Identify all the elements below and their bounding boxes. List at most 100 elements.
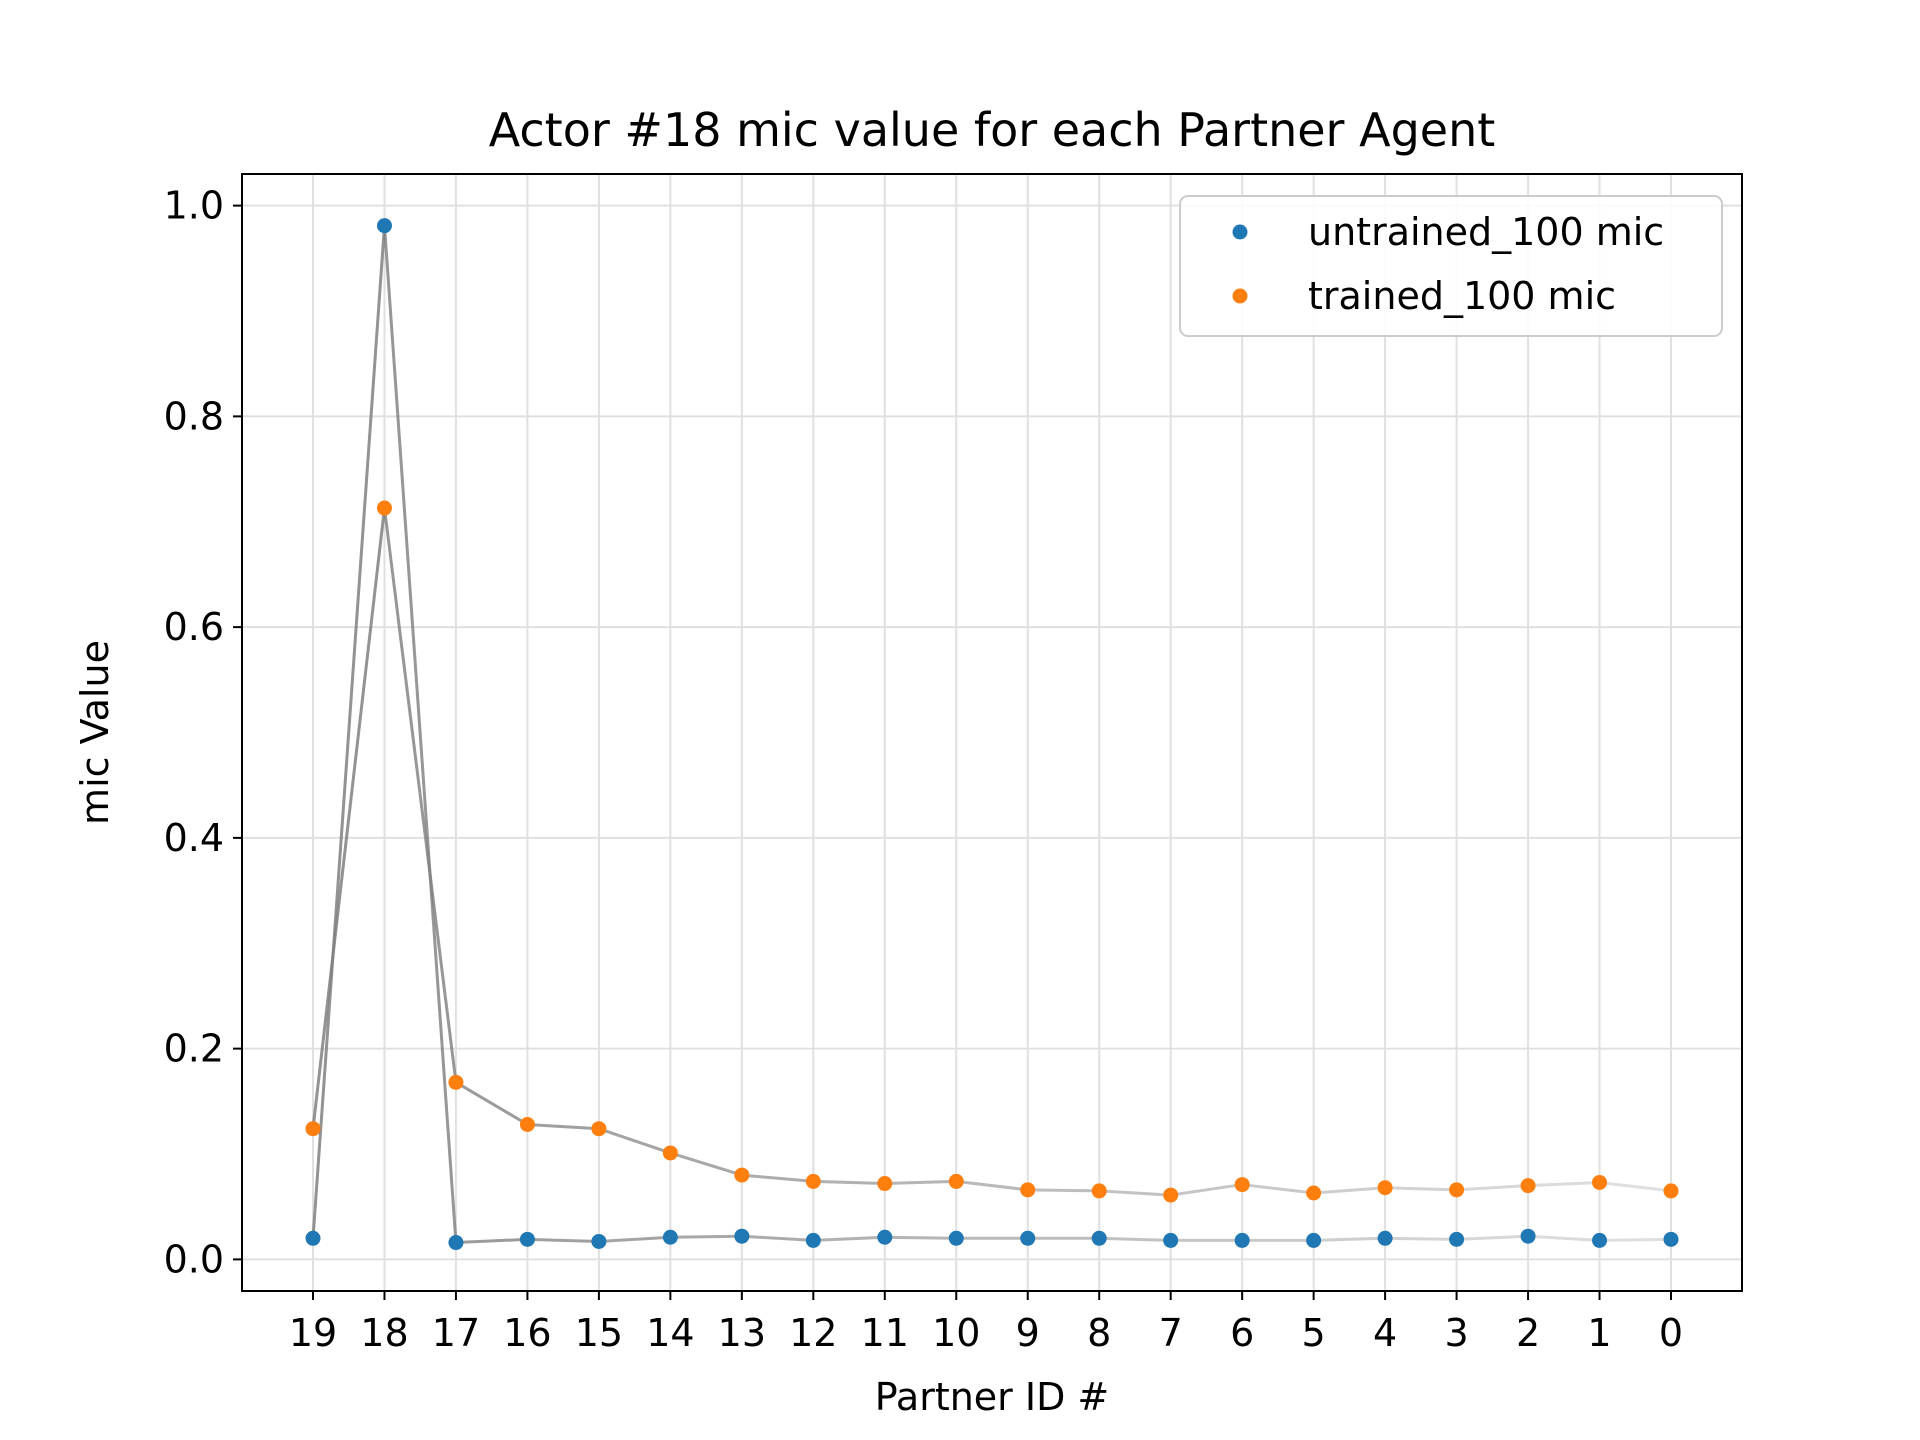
x-axis-label: Partner ID # [875, 1375, 1110, 1419]
data-point [877, 1176, 893, 1192]
connector-segment [813, 1179, 885, 1186]
data-point [1020, 1230, 1036, 1246]
data-point [591, 1233, 607, 1249]
data-point [1592, 1232, 1608, 1248]
connector-segment [1385, 1236, 1457, 1241]
connector-segment [311, 225, 386, 1239]
data-point [1377, 1180, 1393, 1196]
data-point [877, 1229, 893, 1245]
connector-segment [956, 1179, 1028, 1192]
connector-segment [1385, 1186, 1457, 1192]
legend-marker [1232, 224, 1248, 240]
connector-segment [1099, 1236, 1171, 1242]
data-point [805, 1173, 821, 1189]
connector-segment [382, 225, 458, 1243]
data-point [1306, 1232, 1322, 1248]
connector-segment [1599, 1237, 1672, 1242]
x-tick-label: 17 [432, 1311, 480, 1355]
connector-segment [884, 1235, 957, 1240]
x-tick-label: 2 [1516, 1311, 1540, 1355]
connector-lines [311, 225, 1672, 1245]
data-point [948, 1173, 964, 1189]
x-tick-label: 11 [861, 1311, 909, 1355]
plot-frame [241, 173, 1743, 1292]
connector-segment [1027, 1188, 1100, 1193]
data-point [1234, 1177, 1250, 1193]
connector-segment [598, 1127, 671, 1155]
legend-marker [1232, 288, 1248, 304]
x-tick-label: 13 [718, 1311, 766, 1355]
x-tick-label: 19 [289, 1311, 337, 1355]
data-point [1163, 1232, 1179, 1248]
y-tick-label: 0.6 [164, 605, 224, 649]
x-tick-label: 3 [1444, 1311, 1468, 1355]
x-tick-label: 5 [1302, 1311, 1326, 1355]
data-point [1306, 1185, 1322, 1201]
y-tick-label: 0.0 [164, 1237, 224, 1281]
data-point [305, 1121, 321, 1137]
connector-segment [1456, 1184, 1529, 1192]
x-tick-label: 7 [1159, 1311, 1183, 1355]
data-point [1020, 1182, 1036, 1198]
connector-segment [741, 1234, 814, 1242]
x-tick-label: 0 [1659, 1311, 1683, 1355]
x-tick-label: 16 [503, 1311, 551, 1355]
data-point [948, 1230, 964, 1246]
x-tick-label: 15 [575, 1311, 623, 1355]
connector-segment [455, 1081, 529, 1126]
y-axis-label: mic Value [73, 640, 117, 825]
y-tick-label: 0.4 [164, 816, 224, 860]
connector-segment [813, 1235, 885, 1242]
legend: untrained_100 mic trained_100 mic [1179, 195, 1723, 337]
x-tick-label: 18 [360, 1311, 408, 1355]
connector-segment [1099, 1189, 1171, 1197]
data-point [734, 1228, 750, 1244]
x-tick-label: 12 [789, 1311, 837, 1355]
connector-segment [382, 507, 458, 1083]
connector-segment [1313, 1236, 1386, 1242]
data-point [1449, 1182, 1465, 1198]
chart-title: Actor #18 mic value for each Partner Age… [489, 103, 1496, 157]
legend-label: untrained_100 mic [1308, 210, 1664, 254]
data-point [1091, 1183, 1107, 1199]
legend-box [1179, 195, 1723, 337]
connector-segment [1599, 1180, 1672, 1193]
data-point [1163, 1187, 1179, 1203]
y-tick-label: 0.2 [164, 1027, 224, 1071]
connector-segment [527, 1237, 599, 1243]
data-point [376, 218, 392, 234]
x-tick-label: 9 [1016, 1311, 1040, 1355]
connector-segment [598, 1235, 671, 1243]
data-point [1449, 1231, 1465, 1247]
data-point [1520, 1178, 1536, 1194]
data-point [376, 500, 392, 516]
connector-segment [527, 1123, 599, 1131]
data-point [519, 1117, 535, 1133]
legend-label: trained_100 mic [1308, 274, 1616, 318]
data-point [1234, 1232, 1250, 1248]
data-point [1663, 1231, 1679, 1247]
connector-segment [884, 1179, 957, 1186]
data-point [734, 1167, 750, 1183]
x-tick-label: 14 [646, 1311, 694, 1355]
data-points [305, 218, 1679, 1251]
data-point [305, 1230, 321, 1246]
connector-segment [311, 507, 386, 1129]
data-point [1091, 1230, 1107, 1246]
data-point [519, 1231, 535, 1247]
connector-segment [1527, 1234, 1600, 1242]
connector-segment [1170, 1183, 1243, 1197]
y-tick-label: 1.0 [164, 184, 224, 228]
connector-segment [669, 1151, 743, 1177]
x-tick-label: 4 [1373, 1311, 1397, 1355]
connector-segment [1456, 1234, 1529, 1241]
data-point [1592, 1174, 1608, 1190]
x-tick-label: 10 [932, 1311, 980, 1355]
x-tick-label: 1 [1587, 1311, 1611, 1355]
connector-segment [670, 1234, 742, 1239]
data-point [1663, 1183, 1679, 1199]
data-point [448, 1235, 464, 1251]
x-tick-label: 6 [1230, 1311, 1254, 1355]
connector-segment [1241, 1183, 1314, 1195]
